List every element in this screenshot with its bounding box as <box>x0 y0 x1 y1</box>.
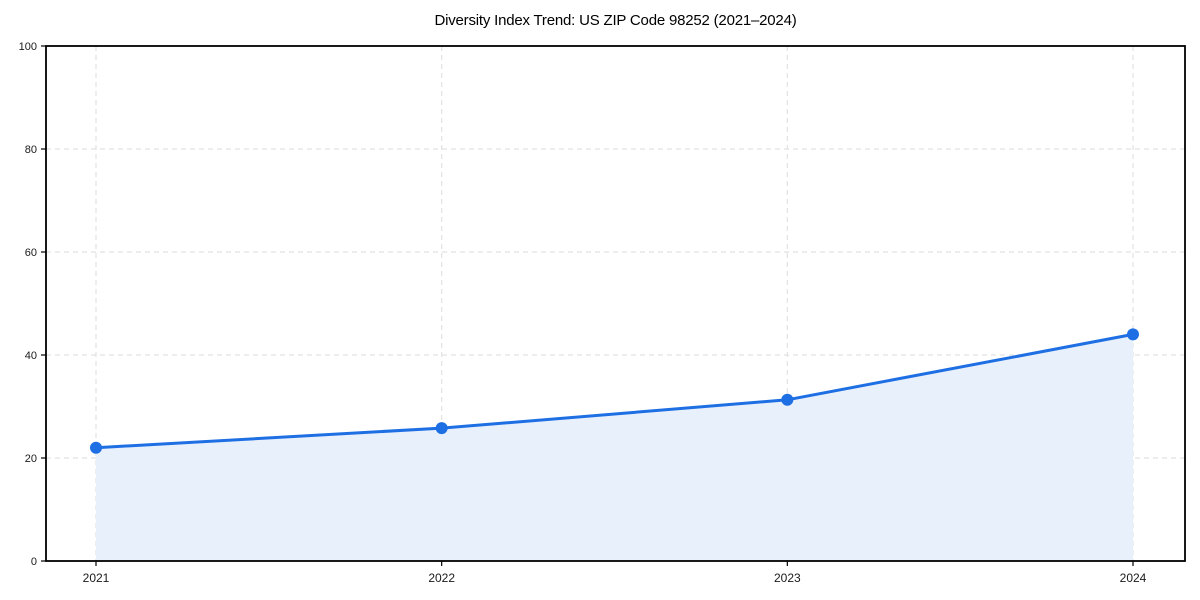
y-tick-label-0: 0 <box>31 556 37 568</box>
x-tick-label-2021: 2021 <box>83 571 110 585</box>
data-point-2023 <box>781 393 794 406</box>
data-point-2022 <box>435 422 448 435</box>
trend-line <box>94 332 1135 450</box>
plot-frame <box>45 45 1186 562</box>
y-tick-label-80: 80 <box>25 144 37 156</box>
x-tick-label-2022: 2022 <box>428 571 455 585</box>
y-tick-label-20: 20 <box>25 453 37 465</box>
y-tick-label-40: 40 <box>25 350 37 362</box>
data-point-2024 <box>1127 328 1139 341</box>
y-tick-label-60: 60 <box>25 247 37 259</box>
x-tick-label-2023: 2023 <box>774 571 801 585</box>
data-point-2021 <box>90 441 102 454</box>
y-tick-label-100: 100 <box>19 41 37 53</box>
chart-title: Diversity Index Trend: US ZIP Code 98252… <box>434 12 797 29</box>
x-tick-label-2024: 2024 <box>1120 571 1147 585</box>
area-fill <box>96 334 1133 561</box>
